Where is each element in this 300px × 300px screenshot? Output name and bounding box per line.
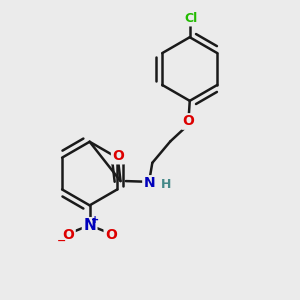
Text: N: N [83,218,96,233]
Text: O: O [112,149,124,163]
Text: O: O [105,228,117,242]
Text: −: − [56,236,66,245]
Text: H: H [160,178,171,191]
Text: Cl: Cl [184,12,198,25]
Text: N: N [144,176,155,190]
Text: O: O [62,228,74,242]
Text: +: + [91,215,99,225]
Text: O: O [182,115,194,128]
